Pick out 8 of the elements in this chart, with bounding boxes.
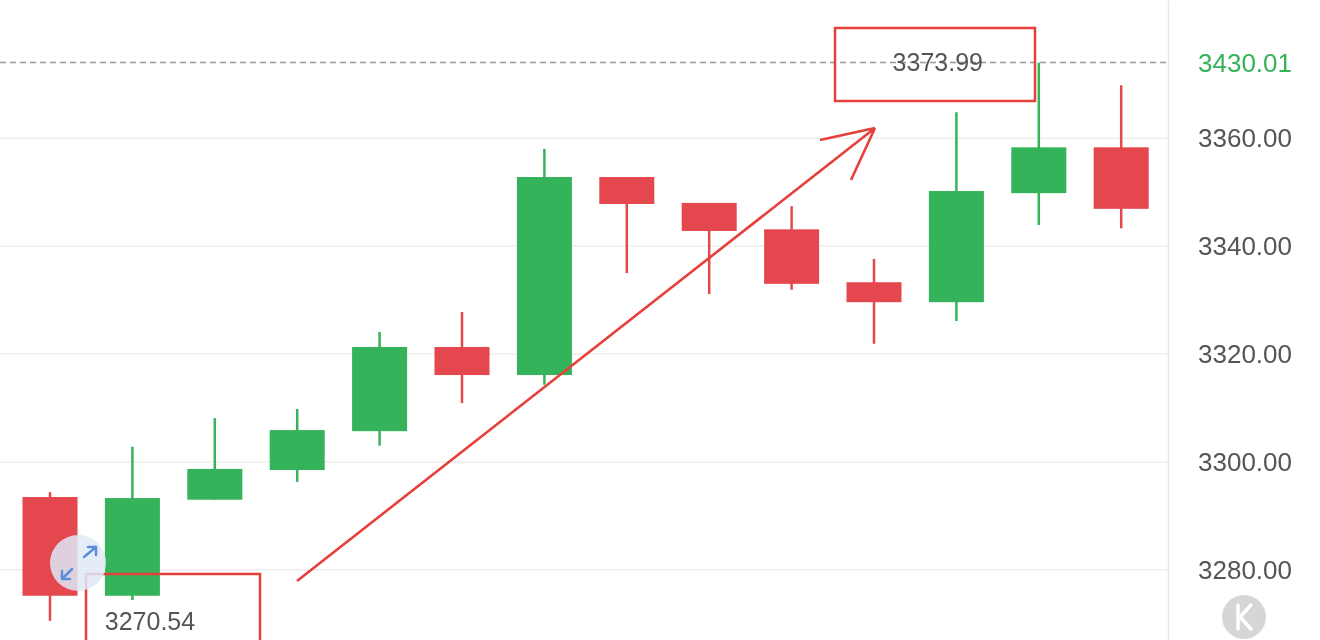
y-tick-label: 3360.00 bbox=[1198, 122, 1292, 153]
text: 3430.01 bbox=[1198, 47, 1292, 78]
y-tick-label: 3320.00 bbox=[1198, 338, 1292, 369]
annotation: 3373.99 bbox=[892, 48, 983, 77]
y-tick-label: 3280.00 bbox=[1198, 554, 1292, 585]
y-tick-label: 3300.00 bbox=[1198, 446, 1292, 477]
y-tick-label: 3340.00 bbox=[1198, 230, 1292, 261]
annotation: 3270.54 bbox=[104, 606, 196, 635]
